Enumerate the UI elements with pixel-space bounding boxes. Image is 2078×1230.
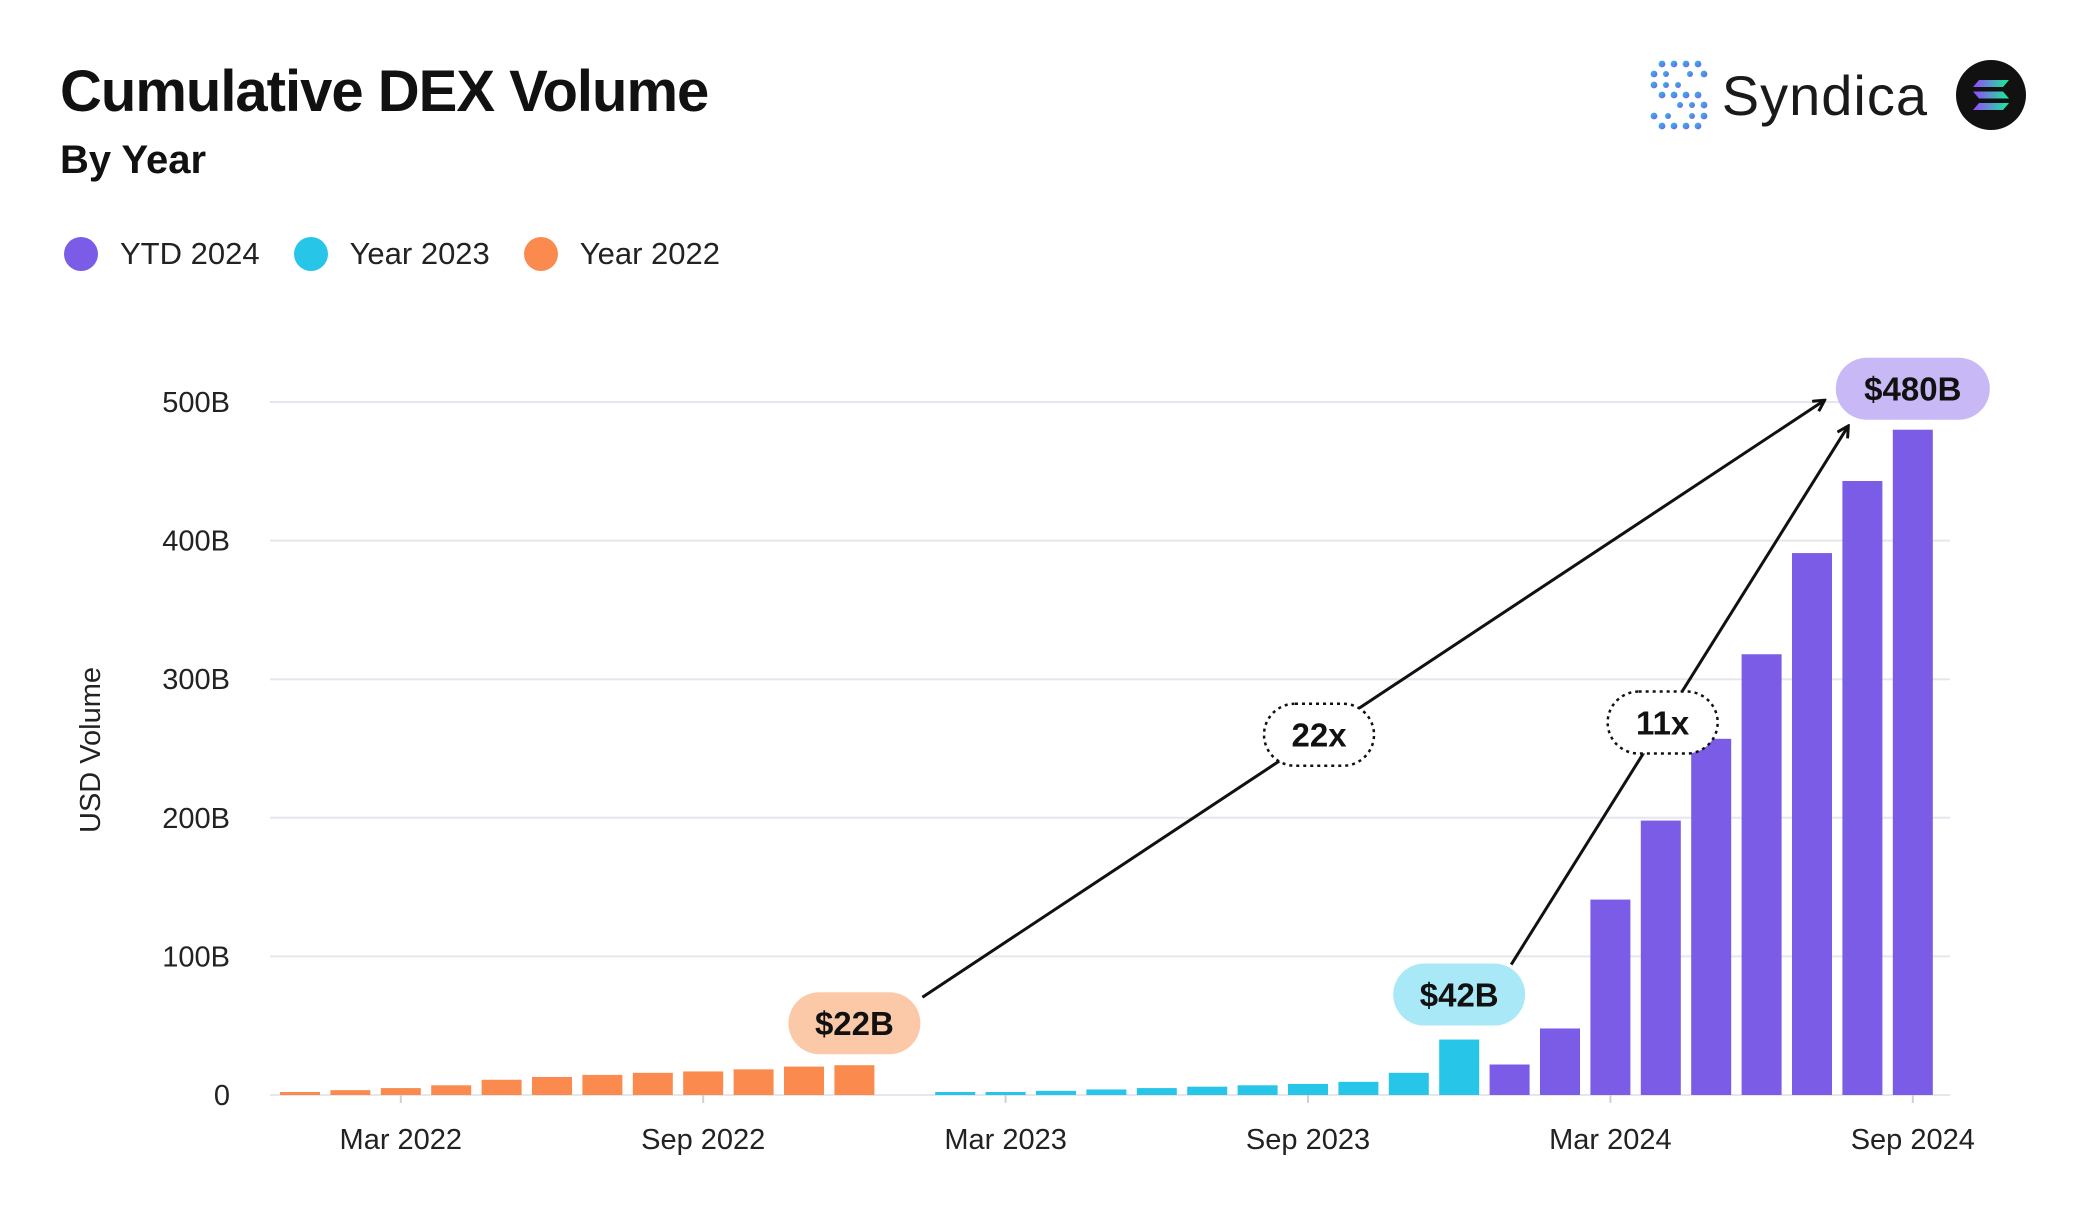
bar — [481, 1079, 522, 1095]
x-tick-label: Mar 2022 — [340, 1124, 463, 1156]
legend-item-ytd-2024: YTD 2024 — [64, 236, 260, 272]
chart-title: Cumulative DEX Volume — [60, 59, 709, 124]
bar — [1288, 1083, 1328, 1095]
callout-22b: $22B — [788, 992, 921, 1055]
legend-swatch-year-2023 — [293, 237, 328, 271]
bar — [1691, 738, 1732, 1095]
bar — [280, 1092, 320, 1095]
bar — [1540, 1028, 1580, 1095]
multiplier-22x-label: 22x — [1291, 717, 1347, 754]
chart-subtitle: By Year — [60, 138, 207, 182]
callouts: $22B $42B $480B 22x 11x — [788, 357, 1990, 1055]
legend-label-year-2022: Year 2022 — [579, 236, 721, 271]
y-tick-label: 200B — [162, 803, 230, 835]
callout-480b-label: $480B — [1864, 371, 1961, 408]
legend-item-year-2023: Year 2023 — [293, 236, 490, 272]
bar — [1792, 553, 1832, 1095]
multiplier-22x: 22x — [1262, 702, 1376, 767]
bar — [632, 1072, 673, 1095]
callout-22b-bg — [788, 992, 921, 1055]
legend-label-year-2023: Year 2023 — [349, 236, 490, 271]
legend-swatch-ytd-2024 — [64, 237, 98, 271]
callout-42b-label: $42B — [1420, 977, 1499, 1014]
bar — [1086, 1089, 1127, 1095]
bars — [280, 429, 1933, 1096]
bar — [1036, 1090, 1076, 1095]
y-tick-label: 500B — [162, 387, 230, 419]
bar — [1640, 820, 1681, 1095]
callout-480b-bg — [1835, 357, 1990, 420]
bar — [330, 1090, 371, 1095]
legend-item-year-2022: Year 2022 — [523, 236, 721, 272]
legend-swatch-year-2022 — [523, 237, 558, 271]
callout-22b-label: $22B — [815, 1005, 894, 1042]
y-tick-label: 400B — [162, 526, 230, 558]
bar — [431, 1085, 472, 1095]
x-tick-label: Mar 2023 — [944, 1124, 1067, 1156]
bar — [1187, 1086, 1228, 1095]
bar — [1439, 1039, 1480, 1095]
x-tick-label: Mar 2024 — [1549, 1124, 1672, 1156]
brand-name: Syndica — [1721, 63, 1928, 127]
bar — [532, 1076, 572, 1095]
bar — [733, 1069, 774, 1095]
y-tick-label: 300B — [162, 664, 230, 696]
bar — [1136, 1088, 1177, 1095]
x-tick-label: Sep 2024 — [1851, 1124, 1975, 1156]
y-tick-label: 0 — [214, 1080, 230, 1112]
bar — [380, 1088, 421, 1095]
bar — [935, 1092, 976, 1095]
bar — [1489, 1064, 1530, 1095]
axes: USD Volume Mar 2022 Sep 2022 Mar 2023 Sep 2… — [75, 667, 1975, 1156]
bar — [1388, 1072, 1429, 1095]
multiplier-11x-bg — [1606, 690, 1719, 755]
growth-arrow-22x — [921, 401, 1823, 999]
callout-42b: $42B — [1393, 963, 1526, 1026]
bar — [582, 1074, 623, 1095]
y-axis-title: USD Volume — [75, 667, 107, 833]
legend-label-ytd-2024: YTD 2024 — [120, 236, 260, 271]
bar — [1237, 1085, 1278, 1095]
bar — [834, 1065, 875, 1095]
bar — [1842, 481, 1883, 1095]
brand-logo: Syndica — [1648, 58, 1928, 132]
syndica-logo-icon — [1650, 60, 1708, 130]
callout-480b: $480B — [1835, 357, 1990, 420]
solana-logo-icon — [1956, 60, 2026, 130]
multiplier-11x-label: 11x — [1636, 705, 1690, 742]
bar — [683, 1071, 724, 1095]
bar — [784, 1066, 824, 1095]
x-tick-label: Sep 2022 — [641, 1124, 765, 1156]
brand: Syndica — [1648, 58, 2026, 132]
x-tick-label: Sep 2023 — [1246, 1124, 1370, 1156]
callout-42b-bg — [1393, 963, 1526, 1026]
bar — [1892, 429, 1933, 1096]
bar — [985, 1092, 1026, 1095]
bar — [1590, 899, 1631, 1095]
multiplier-22x-bg — [1262, 702, 1376, 767]
bar — [1741, 654, 1782, 1095]
legend: YTD 2024 Year 2023 Year 2022 — [64, 236, 720, 272]
multiplier-11x: 11x — [1606, 690, 1719, 755]
y-tick-label: 100B — [162, 941, 230, 973]
bar — [1338, 1081, 1379, 1095]
